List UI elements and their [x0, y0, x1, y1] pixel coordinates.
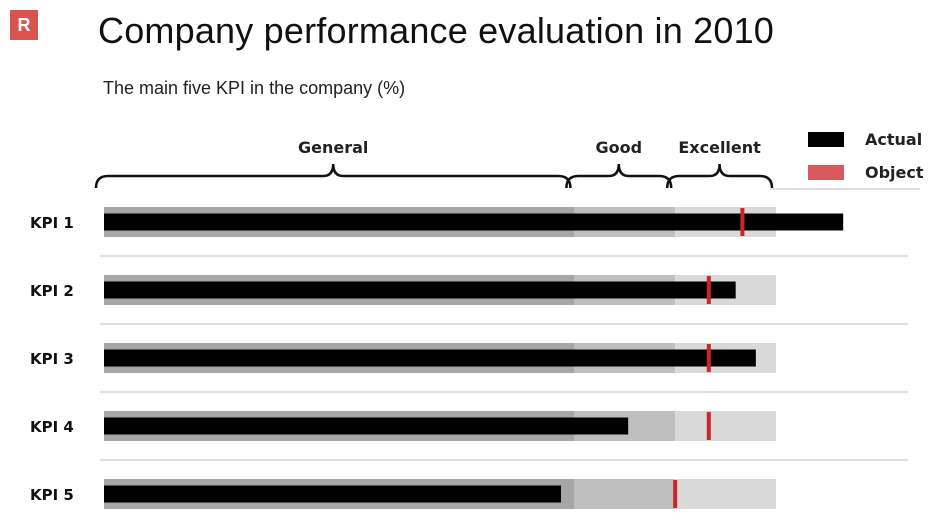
object-marker [706, 344, 711, 372]
legend-swatch-actual [808, 132, 844, 147]
band-brace [565, 163, 673, 189]
actual-bar [104, 417, 629, 435]
object-marker [740, 208, 745, 236]
actual-bar [104, 485, 561, 503]
legend-label-actual: Actual [865, 130, 922, 149]
chart-subtitle: The main five KPI in the company (%) [103, 78, 406, 98]
band-brace [94, 163, 572, 189]
actual-bar [104, 349, 756, 367]
object-marker [673, 480, 678, 508]
kpi-label: KPI 5 [30, 486, 74, 504]
object-marker [706, 412, 711, 440]
band-label: General [298, 138, 368, 157]
kpi-label: KPI 4 [30, 418, 74, 436]
actual-bar [104, 213, 844, 231]
band-label: Good [596, 138, 643, 157]
band-brace [665, 163, 774, 189]
range-band [675, 411, 776, 441]
band-label: Excellent [678, 138, 761, 157]
range-band [675, 479, 776, 509]
actual-bar [104, 281, 736, 299]
kpi-label: KPI 1 [30, 214, 74, 232]
object-marker [706, 276, 711, 304]
chart-title: Company performance evaluation in 2010 [98, 10, 775, 51]
brand-logo: R [10, 10, 38, 40]
legend-label-object: Object [865, 163, 924, 182]
kpi-label: KPI 2 [30, 282, 74, 300]
range-band [574, 479, 676, 509]
kpi-label: KPI 3 [30, 350, 74, 368]
legend-swatch-object [808, 165, 844, 180]
